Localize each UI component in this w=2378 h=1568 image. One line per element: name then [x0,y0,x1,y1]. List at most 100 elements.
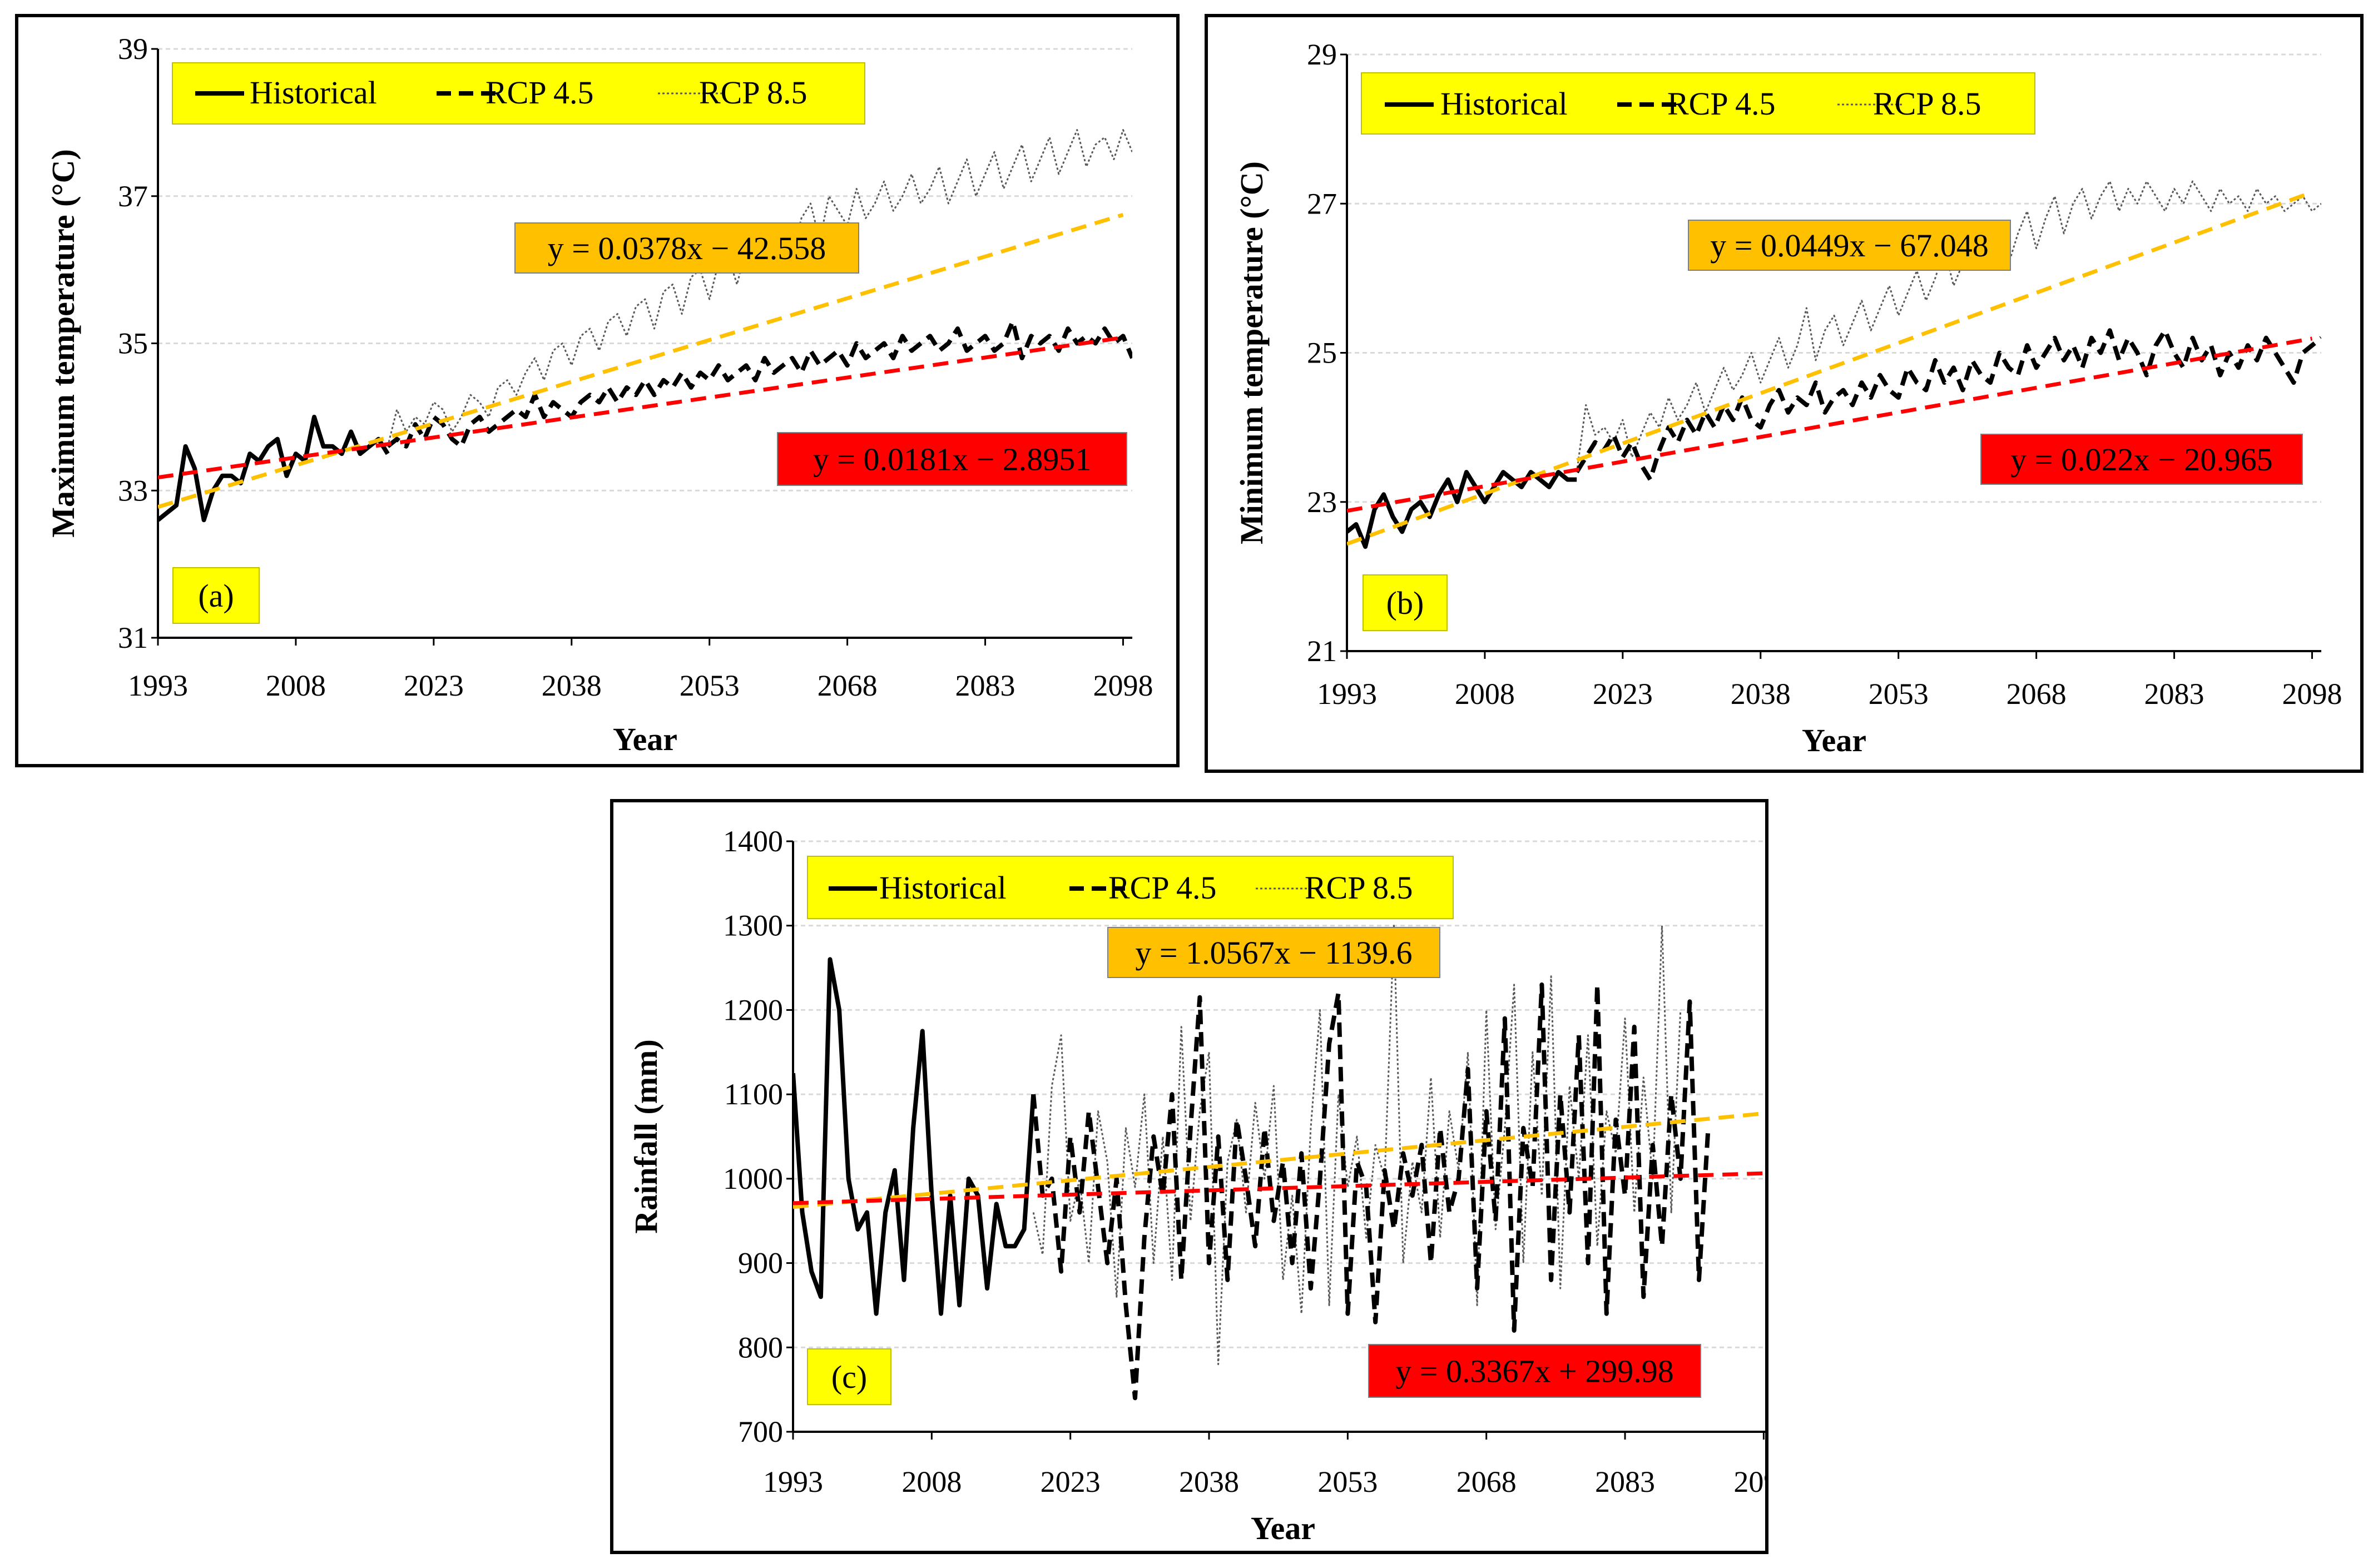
legend-label: RCP 4.5 [485,75,593,111]
x-tick-label: 2068 [818,669,878,702]
y-axis-title: Rainfall (mm) [628,1039,664,1234]
trend-red-line [158,335,1123,480]
trend-red-line [1347,336,2313,513]
legend-box [1361,72,2035,135]
series-line-rcp-8-5 [1032,925,1682,1366]
legend-label: RCP 8.5 [1873,86,1981,122]
panel-label-box [1363,574,1448,631]
chart-b-svg: 21 23 25 27 29 1993 2008 2023 2038 2053 2068 2083 20… [1233,38,2342,758]
y-tick-label: 39 [118,32,148,66]
series-line-rcp-8-5 [1576,180,2321,473]
equation-orange-box [514,222,859,274]
panel-label-box [807,1348,891,1405]
x-tick-label: 1993 [1317,677,1377,711]
equation-red-box [777,432,1127,486]
chart-panel-c: 700 800 900 1000 1100 1200 1300 1400 1993 2008 202… [610,799,1768,1554]
panel-label: (a) [198,578,234,614]
x-axis-title: Year [1802,722,1866,758]
legend-label: RCP 8.5 [1305,870,1413,906]
panel-label-box [172,567,260,624]
x-tick-label: 1993 [128,669,188,702]
x-tick-label: 2083 [1595,1465,1655,1498]
y-tick-label: 25 [1307,336,1337,370]
y-tick-label: 33 [118,474,148,507]
x-tick-label: 2038 [1731,677,1791,711]
x-tick-label: 2053 [1869,677,1929,711]
x-tick-label: 1993 [763,1465,823,1498]
y-tick-label: 29 [1307,38,1337,71]
y-tick-label: 21 [1307,634,1337,668]
panel-label: (b) [1386,585,1424,621]
x-tick-label: 2098 [1093,669,1153,702]
equation-red-label: y = 0.3367x + 299.98 [1395,1353,1673,1390]
series-line-historical [1347,470,1577,549]
x-tick-label: 2053 [680,669,740,702]
legend-label: Historical [879,870,1007,906]
equation-orange-box [1688,220,2011,271]
x-tick-label: 2068 [2007,677,2067,711]
series-line-rcp-8-5 [387,129,1132,447]
legend-label: RCP 4.5 [1108,870,1216,906]
plot-area [1347,180,2321,549]
y-tick-label: 1100 [724,1078,783,1111]
x-axis-title: Year [1251,1510,1315,1546]
equation-orange-box [1107,927,1440,978]
series-line-rcp-4-5 [1574,328,2321,482]
x-tick-label: 2038 [542,669,602,702]
series-line-historical [793,957,1036,1316]
x-tick-label: 2053 [1317,1465,1378,1498]
chart-panel-b: 21 23 25 27 29 1993 2008 2023 2038 2053 2068 2083 20… [1205,14,2364,773]
y-tick-label: 1000 [723,1162,783,1195]
series-line-rcp-4-5 [386,319,1132,449]
y-tick-label: 35 [118,327,148,360]
chart-c-svg: 700 800 900 1000 1100 1200 1300 1400 1993 2008 202… [628,825,1765,1546]
x-tick-label: 2008 [1455,677,1515,711]
series-line-historical [158,414,390,523]
chart-panel-a: 31 33 35 37 39 1993 2008 2023 2038 2053 2068 2083 20… [15,14,1180,767]
x-axis-title: Year [613,721,677,757]
legend-label: RCP 8.5 [699,75,807,111]
y-tick-label: 1400 [723,825,783,858]
series-line-rcp-4-5 [1031,982,1711,1401]
equation-red-box [1368,1344,1701,1398]
y-tick-label: 31 [118,621,148,654]
legend-box [172,62,865,125]
panel-label: (c) [831,1359,867,1395]
y-tick-label: 1300 [723,909,783,942]
legend-label: Historical [250,75,377,111]
legend-label: Historical [1440,86,1568,122]
x-tick-label: 2008 [266,669,326,702]
y-tick-label: 37 [118,180,148,213]
trend-red-line [793,1171,1764,1205]
x-tick-label: 2038 [1179,1465,1239,1498]
y-tick-label: 700 [738,1415,783,1448]
legend-box [807,856,1454,919]
equation-orange-label: y = 0.0378x − 42.558 [548,230,826,266]
equation-red-label: y = 0.022x − 20.965 [2010,441,2272,478]
y-axis-title: Minimum temperature (°C) [1233,161,1270,544]
chart-a-svg: 31 33 35 37 39 1993 2008 2023 2038 2053 2068 2083 20… [45,32,1153,757]
x-tick-label: 2023 [1593,677,1653,711]
equation-red-label: y = 0.0181x − 2.8951 [813,441,1091,478]
equation-red-box [1980,434,2303,485]
equation-orange-label: y = 0.0449x − 67.048 [1710,227,1988,264]
legend-label: RCP 4.5 [1667,86,1775,122]
y-tick-label: 27 [1307,187,1337,220]
y-tick-label: 1200 [723,993,783,1026]
y-tick-label: 800 [738,1331,783,1364]
y-axis-title: Maximum temperature (°C) [45,149,81,538]
x-tick-label: 2023 [404,669,464,702]
trend-orange-line [158,212,1124,509]
plot-area [793,925,1764,1401]
y-tick-label: 23 [1307,485,1337,519]
equation-orange-label: y = 1.0567x − 1139.6 [1135,935,1412,971]
x-tick-label: 2098 [1733,1465,1765,1498]
y-tick-label: 900 [738,1247,783,1280]
x-tick-label: 2098 [2282,677,2342,711]
x-tick-label: 2083 [955,669,1015,702]
x-tick-label: 2083 [2144,677,2204,711]
trend-orange-line [793,1112,1764,1209]
x-tick-label: 2008 [901,1465,962,1498]
x-tick-label: 2068 [1456,1465,1517,1498]
x-tick-label: 2023 [1041,1465,1101,1498]
